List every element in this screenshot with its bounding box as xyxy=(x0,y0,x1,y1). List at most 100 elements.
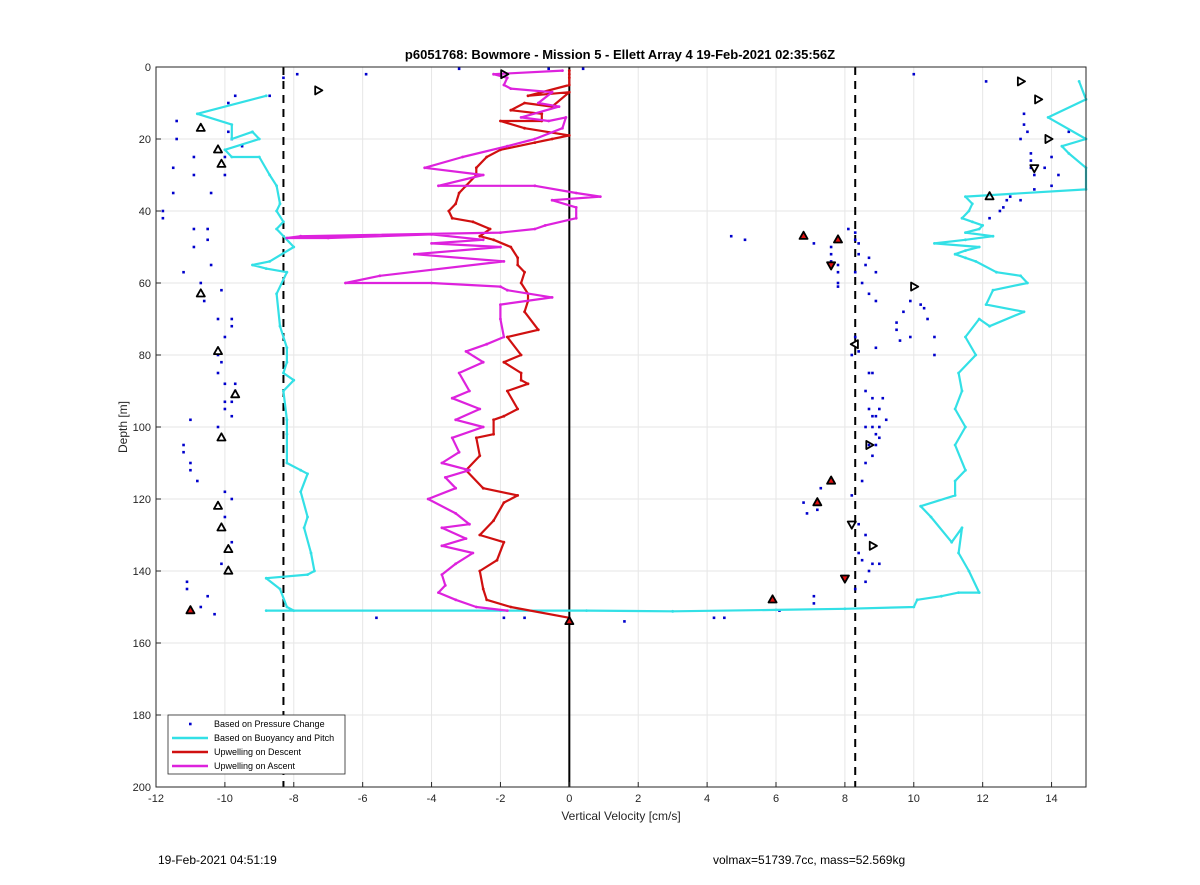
ascent-upwelling-line-point xyxy=(454,562,458,566)
buoyancy-pitch-line-point xyxy=(970,220,974,224)
buoyancy-pitch-line-point xyxy=(933,242,936,245)
buoyancy-pitch-line-point xyxy=(970,202,974,206)
pressure-change-point xyxy=(723,616,726,620)
buoyancy-pitch-line-point xyxy=(977,591,981,594)
pressure-change-point xyxy=(220,562,223,566)
descent-upwelling-line-point xyxy=(509,245,513,249)
buoyancy-pitch-line-point xyxy=(282,389,285,393)
buoyancy-pitch-line xyxy=(196,81,1088,613)
descent-upwelling-line-point xyxy=(526,94,530,98)
legend-box xyxy=(167,714,346,775)
buoyancy-pitch-line-point xyxy=(275,184,278,188)
pressure-change-point xyxy=(1026,130,1029,134)
descent-upwelling-line-point xyxy=(509,108,513,112)
pressure-change-point xyxy=(182,450,185,454)
legend-swatch xyxy=(189,722,192,726)
descent-upwelling-line-point xyxy=(519,281,523,285)
pressure-change-point xyxy=(189,461,192,465)
buoyancy-pitch-line-point xyxy=(299,468,303,472)
pressure-change-point xyxy=(230,317,234,321)
legend-entry: Upwelling on Descent xyxy=(214,747,302,757)
buoyancy-pitch-line-point xyxy=(964,249,967,253)
pressure-change-point xyxy=(867,443,871,447)
marker-tri-up xyxy=(767,594,778,604)
marker-tri-up xyxy=(223,544,234,553)
buoyancy-pitch-line-point xyxy=(268,173,272,177)
ascent-upwelling-line-point xyxy=(533,137,537,141)
descent-upwelling-line-point xyxy=(523,310,526,314)
descent-upwelling-line-point xyxy=(478,569,482,573)
buoyancy-pitch-line-point xyxy=(950,540,954,544)
pressure-change-point xyxy=(1050,184,1053,188)
pressure-change-point xyxy=(909,335,912,339)
ascent-upwelling-line-point xyxy=(499,317,502,321)
buoyancy-pitch-line-point xyxy=(843,607,847,611)
legend-entry: Based on Buoyancy and Pitch xyxy=(214,733,334,743)
pressure-change-point xyxy=(729,234,733,238)
buoyancy-pitch-line-point xyxy=(984,303,988,306)
buoyancy-pitch-line-point xyxy=(964,335,967,339)
pressure-change-point xyxy=(230,400,234,404)
ascent-upwelling-line-point xyxy=(299,234,303,238)
pressure-change-point xyxy=(812,594,816,598)
buoyancy-pitch-line-point xyxy=(223,148,227,152)
ascent-upwelling-line-point xyxy=(471,551,475,555)
ascent-upwelling-line-point xyxy=(474,605,478,609)
marker-tri-right xyxy=(1034,94,1044,105)
buoyancy-pitch-line-point xyxy=(264,609,268,612)
pressure-change-point xyxy=(895,328,898,332)
ascent-upwelling-line-point xyxy=(499,245,502,249)
pressure-change-point xyxy=(196,479,199,483)
pressure-change-point xyxy=(998,209,1002,213)
buoyancy-pitch-line-point xyxy=(306,515,309,519)
descent-upwelling-line-point xyxy=(450,216,454,220)
pressure-change-point xyxy=(230,414,234,418)
pressure-change-point xyxy=(805,512,809,515)
pressure-change-point xyxy=(874,299,878,303)
ascent-upwelling-line-point xyxy=(430,233,433,236)
descent-upwelling-line-point xyxy=(502,540,506,544)
pressure-change-point xyxy=(878,436,881,440)
marker-tri-up xyxy=(223,565,234,575)
ascent-upwelling-line-point xyxy=(443,476,447,479)
buoyancy-pitch-line-point xyxy=(585,609,588,612)
pressure-change-point xyxy=(623,620,626,623)
pressure-change-point xyxy=(1019,137,1022,141)
ascent-upwelling-line-point xyxy=(464,537,468,540)
buoyancy-pitch-line-point xyxy=(285,270,289,274)
buoyancy-pitch-line-point xyxy=(1046,116,1050,119)
buoyancy-pitch-line-point xyxy=(919,504,923,508)
pressure-change-point xyxy=(874,432,878,436)
pressure-change-point xyxy=(209,191,213,195)
legend-entry: Upwelling on Ascent xyxy=(214,761,296,771)
buoyancy-pitch-line-point xyxy=(939,594,943,598)
marker-tri-up xyxy=(798,230,809,240)
pressure-change-point xyxy=(895,321,898,324)
buoyancy-pitch-line-point xyxy=(671,609,675,613)
marker-tri-up xyxy=(195,122,206,132)
descent-upwelling-line-point xyxy=(478,533,482,537)
y-tick-label: 60 xyxy=(139,278,151,290)
ascent-upwelling-line-point xyxy=(344,281,347,285)
pressure-change-point xyxy=(857,252,860,256)
ascent-upwelling-line-point xyxy=(481,173,485,177)
pressure-change-point xyxy=(192,173,196,177)
ascent-upwelling-line-point xyxy=(574,206,578,209)
pressure-change-point xyxy=(209,263,213,267)
pressure-change-point xyxy=(881,396,885,400)
descent-upwelling-line-point xyxy=(567,83,571,87)
ascent-upwelling-line-point xyxy=(505,609,509,612)
pressure-change-point xyxy=(864,533,867,537)
marker-tri-right xyxy=(865,440,875,450)
pressure-change-point xyxy=(912,72,916,76)
pressure-change-point xyxy=(857,242,860,245)
descent-upwelling-line-point xyxy=(502,414,506,418)
pressure-change-point xyxy=(933,353,936,357)
descent-upwelling-line-point xyxy=(474,166,478,170)
chart-title: p6051768: Bowmore - Mission 5 - Ellett A… xyxy=(405,47,835,62)
ascent-upwelling-line-point xyxy=(561,126,564,130)
pressure-change-point xyxy=(223,515,227,519)
buoyancy-pitch-line-point xyxy=(285,432,289,436)
pressure-change-point xyxy=(853,335,857,339)
ascent-upwelling-line-point xyxy=(502,83,506,87)
